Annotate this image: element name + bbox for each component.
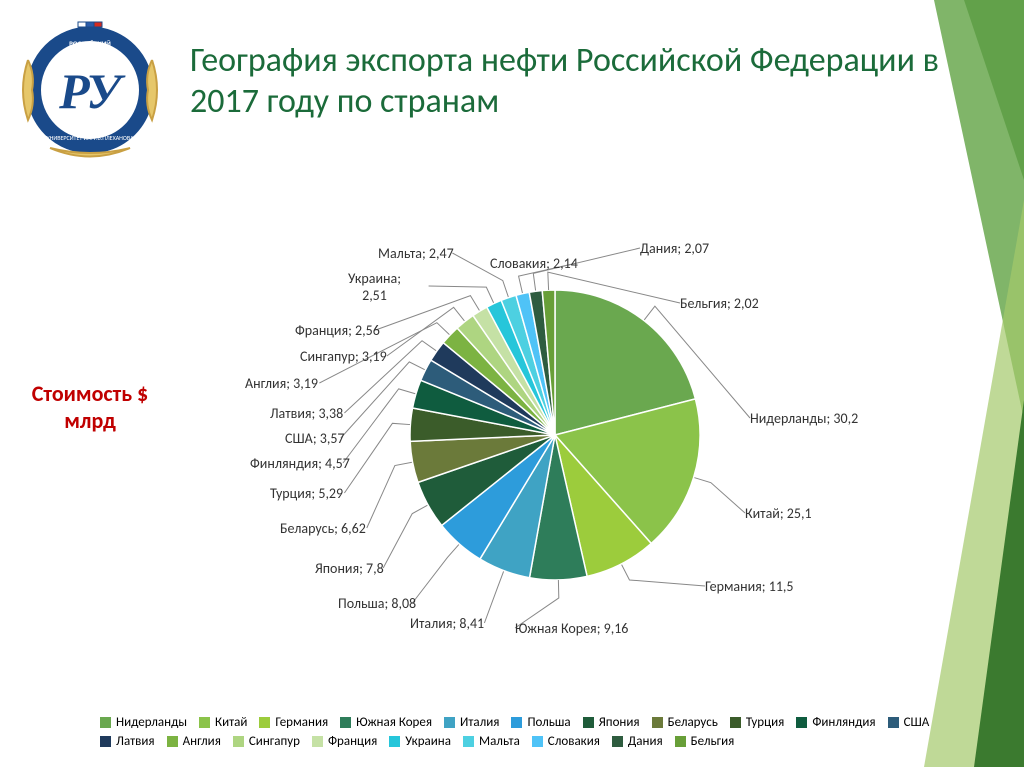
- slice-label: Мальта; 2,47: [378, 245, 454, 262]
- legend-swatch: [511, 717, 522, 728]
- legend-swatch: [312, 736, 323, 747]
- legend-item: Беларусь: [652, 715, 718, 730]
- slice-label: Дания; 2,07: [640, 240, 709, 257]
- slice-label: Польша; 8,08: [338, 595, 416, 612]
- legend-label: Япония: [599, 715, 640, 730]
- legend-swatch: [463, 736, 474, 747]
- legend-swatch: [888, 717, 899, 728]
- legend-swatch: [167, 736, 178, 747]
- legend-label: Сингапур: [249, 734, 300, 749]
- legend-item: США: [888, 715, 930, 730]
- legend-item: Словакия: [532, 734, 600, 749]
- legend-swatch: [389, 736, 400, 747]
- leader-line: [367, 462, 416, 528]
- legend-swatch: [444, 717, 455, 728]
- slide: { "title": "География экспорта нефти Рос…: [0, 0, 1024, 767]
- legend-swatch: [612, 736, 623, 747]
- legend-label: Китай: [215, 715, 247, 730]
- value-axis-label: Стоимость $ млрд: [20, 380, 160, 434]
- pie-svg: [410, 290, 700, 580]
- pie-chart: Нидерланды; 30,2 Китай; 25,1 Германия; 11,…: [170, 170, 870, 650]
- slice-label: Бельгия; 2,02: [680, 295, 759, 312]
- legend-item: Франция: [312, 734, 377, 749]
- legend-item: Англия: [167, 734, 221, 749]
- legend-label: Беларусь: [668, 715, 718, 730]
- legend-label: Италия: [460, 715, 499, 730]
- legend-swatch: [100, 736, 111, 747]
- slice-label: Украина; 2,51: [348, 270, 401, 304]
- slice-label: Финляндия; 4,57: [250, 455, 350, 472]
- slice-label: Италия; 8,41: [410, 615, 484, 632]
- legend-item: Финляндия: [796, 715, 875, 730]
- slice-label: Турция; 5,29: [270, 485, 343, 502]
- legend-item: Сингапур: [233, 734, 300, 749]
- legend-label: Нидерланды: [116, 715, 187, 730]
- legend-swatch: [199, 717, 210, 728]
- legend-label: Германия: [275, 715, 328, 730]
- legend-label: Южная Корея: [356, 715, 432, 730]
- legend-item: Япония: [583, 715, 640, 730]
- legend-label: Финляндия: [812, 715, 875, 730]
- legend-item: Турция: [730, 715, 784, 730]
- legend-label: Англия: [183, 734, 221, 749]
- legend-label: Мальта: [479, 734, 520, 749]
- legend-swatch: [583, 717, 594, 728]
- legend-swatch: [259, 717, 270, 728]
- legend-label: США: [904, 715, 930, 730]
- legend-item: Украина: [389, 734, 451, 749]
- slice-label: Япония; 7,8: [315, 560, 384, 577]
- legend-label: Франция: [328, 734, 377, 749]
- slice-label: Беларусь; 6,62: [280, 520, 366, 537]
- legend-item: Китай: [199, 715, 247, 730]
- leader-line: [344, 423, 413, 493]
- legend-swatch: [532, 736, 543, 747]
- slice-label: Германия; 11,5: [705, 578, 794, 595]
- legend-swatch: [340, 717, 351, 728]
- legend-item: Бельгия: [675, 734, 735, 749]
- slice-label: Франция; 2,56: [295, 322, 380, 339]
- svg-text:РОССИЙСКИЙ: РОССИЙСКИЙ: [69, 39, 111, 48]
- svg-text:УНИВЕРСИТЕТ им. Г.В.ПЛЕХАНОВА: УНИВЕРСИТЕТ им. Г.В.ПЛЕХАНОВА: [46, 134, 134, 142]
- legend-label: Латвия: [116, 734, 155, 749]
- legend-item: Италия: [444, 715, 499, 730]
- slice-label: Южная Корея; 9,16: [515, 620, 628, 637]
- legend-label: Украина: [405, 734, 451, 749]
- legend-item: Мальта: [463, 734, 520, 749]
- legend-swatch: [652, 717, 663, 728]
- legend-item: Южная Корея: [340, 715, 432, 730]
- university-logo: РОССИЙСКИЙ УНИВЕРСИТЕТ им. Г.В.ПЛЕХАНОВА…: [10, 10, 170, 170]
- slice-label: Словакия; 2,14: [490, 255, 578, 272]
- legend-label: Бельгия: [691, 734, 735, 749]
- slice-label: Латвия; 3,38: [270, 405, 343, 422]
- slice-label: Китай; 25,1: [745, 505, 812, 522]
- slice-label: Нидерланды; 30,2: [750, 410, 858, 427]
- legend-label: Польша: [527, 715, 570, 730]
- slide-title: География экспорта нефти Российской Феде…: [190, 41, 964, 123]
- chart-legend: Нидерланды Китай Германия Южная Корея Италия…: [100, 715, 994, 749]
- legend-swatch: [796, 717, 807, 728]
- svg-text:РУ: РУ: [58, 63, 126, 119]
- legend-item: Германия: [259, 715, 328, 730]
- legend-swatch: [100, 717, 111, 728]
- slice-label: США; 3,57: [285, 430, 345, 447]
- legend-item: Польша: [511, 715, 570, 730]
- legend-item: Нидерланды: [100, 715, 187, 730]
- legend-label: Турция: [746, 715, 784, 730]
- legend-label: Дания: [628, 734, 663, 749]
- legend-swatch: [730, 717, 741, 728]
- leader-line: [343, 389, 419, 463]
- legend-label: Словакия: [548, 734, 600, 749]
- legend-swatch: [233, 736, 244, 747]
- legend-item: Латвия: [100, 734, 155, 749]
- legend-swatch: [675, 736, 686, 747]
- legend-item: Дания: [612, 734, 663, 749]
- slice-label: Англия; 3,19: [245, 375, 318, 392]
- slice-label: Сингапур; 3,19: [300, 348, 387, 365]
